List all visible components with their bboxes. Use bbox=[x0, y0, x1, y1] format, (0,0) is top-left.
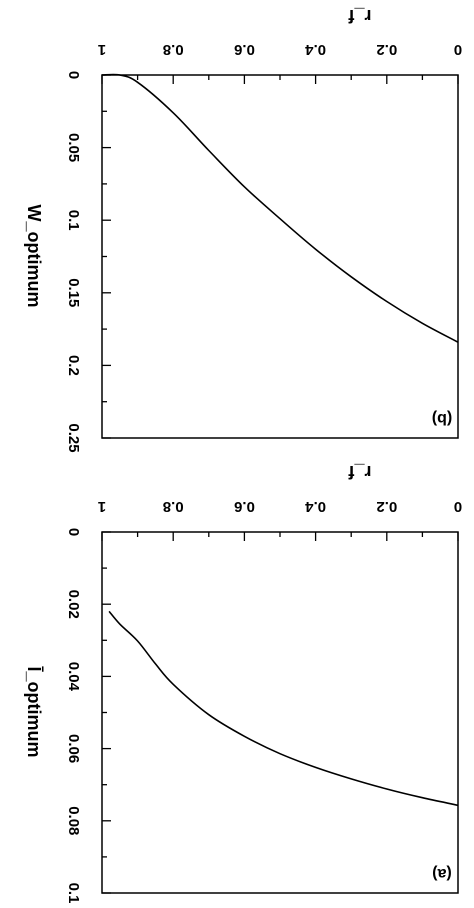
y-tick-label: 0.06 bbox=[65, 734, 82, 763]
y-tick-label: 0.25 bbox=[65, 423, 82, 452]
series-line-0 bbox=[108, 610, 459, 807]
y-axis-title: W_optimum bbox=[24, 205, 44, 308]
panel-label: (a) bbox=[432, 865, 452, 882]
y-axis-title: Ī_optimum bbox=[24, 665, 44, 757]
chart-panel-0: 0 0.2 0.4 0.6 0.8 1 0 0.05 0.1 0.15 0.2 0.25 r_f W_op… bbox=[24, 6, 462, 453]
x-tick-label: 0 bbox=[454, 41, 462, 58]
x-tick-label: 0.8 bbox=[163, 41, 184, 58]
y-tick-label: 0.04 bbox=[65, 662, 82, 692]
y-tick-label: 0 bbox=[65, 71, 82, 79]
x-tick-label: 0.2 bbox=[376, 498, 397, 515]
series-line-0 bbox=[101, 73, 459, 343]
x-axis-title: r_f bbox=[347, 462, 371, 482]
x-tick-label: 0 bbox=[454, 498, 462, 515]
x-tick-label: 0.6 bbox=[234, 41, 255, 58]
panel-label: (b) bbox=[432, 410, 452, 427]
y-tick-label: 0.02 bbox=[65, 590, 82, 619]
y-tick-label: 0.1 bbox=[65, 883, 82, 904]
x-tick-label: 1 bbox=[98, 41, 106, 58]
y-tick-label: 0.08 bbox=[65, 806, 82, 835]
y-tick-label: 0.15 bbox=[65, 278, 82, 307]
x-tick-label: 0.6 bbox=[234, 498, 255, 515]
x-tick-label: 0.4 bbox=[305, 498, 327, 515]
chart-panel-1: 0 0.2 0.4 0.6 0.8 1 0 0.02 0.04 0.06 0.08 0.1 r_f Ī_o… bbox=[24, 462, 462, 903]
y-tick-label: 0.05 bbox=[65, 133, 82, 162]
y-tick-label: 0.1 bbox=[65, 210, 82, 231]
y-tick-label: 0.2 bbox=[65, 355, 82, 376]
x-tick-label: 0.8 bbox=[163, 498, 184, 515]
y-tick-label: 0 bbox=[65, 528, 82, 536]
plot-frame bbox=[101, 74, 459, 439]
x-tick-label: 0.4 bbox=[305, 41, 327, 58]
plot-frame bbox=[101, 531, 459, 894]
x-axis-title: r_f bbox=[347, 6, 371, 26]
x-tick-label: 0.2 bbox=[376, 41, 397, 58]
x-tick-label: 1 bbox=[98, 498, 106, 515]
